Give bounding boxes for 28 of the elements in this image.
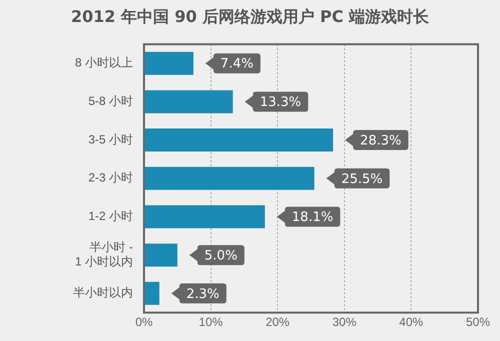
y-tick-label: 半小时以内 — [73, 286, 133, 300]
x-tick-label: 10% — [198, 315, 224, 330]
x-tick-label: 20% — [266, 315, 290, 330]
y-tick-label: 3-5 小时 — [88, 132, 133, 146]
x-tick-label: 40% — [399, 315, 424, 330]
bar — [144, 52, 194, 75]
bar — [144, 128, 334, 152]
data-label: 25.5% — [341, 172, 383, 187]
data-label: 2.3% — [186, 286, 220, 302]
y-tick-label: 2-3 小时 — [88, 170, 133, 185]
data-label: 13.3% — [260, 95, 302, 110]
data-label: 5.0% — [204, 248, 238, 264]
data-label: 28.3% — [360, 133, 402, 148]
x-tick-label: 0% — [135, 315, 153, 330]
bar — [144, 166, 314, 190]
y-tick-label: 5-8 小时 — [88, 94, 133, 108]
bar — [144, 90, 233, 114]
x-tick-label: 50% — [466, 315, 490, 330]
data-label: 18.1% — [292, 210, 334, 226]
bar — [144, 282, 160, 305]
y-tick-label: 半小时 - 1 小时以内 — [74, 240, 133, 269]
bar — [144, 205, 265, 228]
data-label: 7.4% — [220, 56, 254, 72]
y-tick-label: 8 小时以上 — [74, 56, 133, 70]
bar — [144, 244, 178, 267]
x-tick-label: 30% — [332, 315, 357, 330]
chart-title: 2012 年中国 90 后网络游戏用户 PC 端游戏时长 — [70, 6, 430, 28]
y-tick-label: 1-2 小时 — [88, 209, 133, 224]
